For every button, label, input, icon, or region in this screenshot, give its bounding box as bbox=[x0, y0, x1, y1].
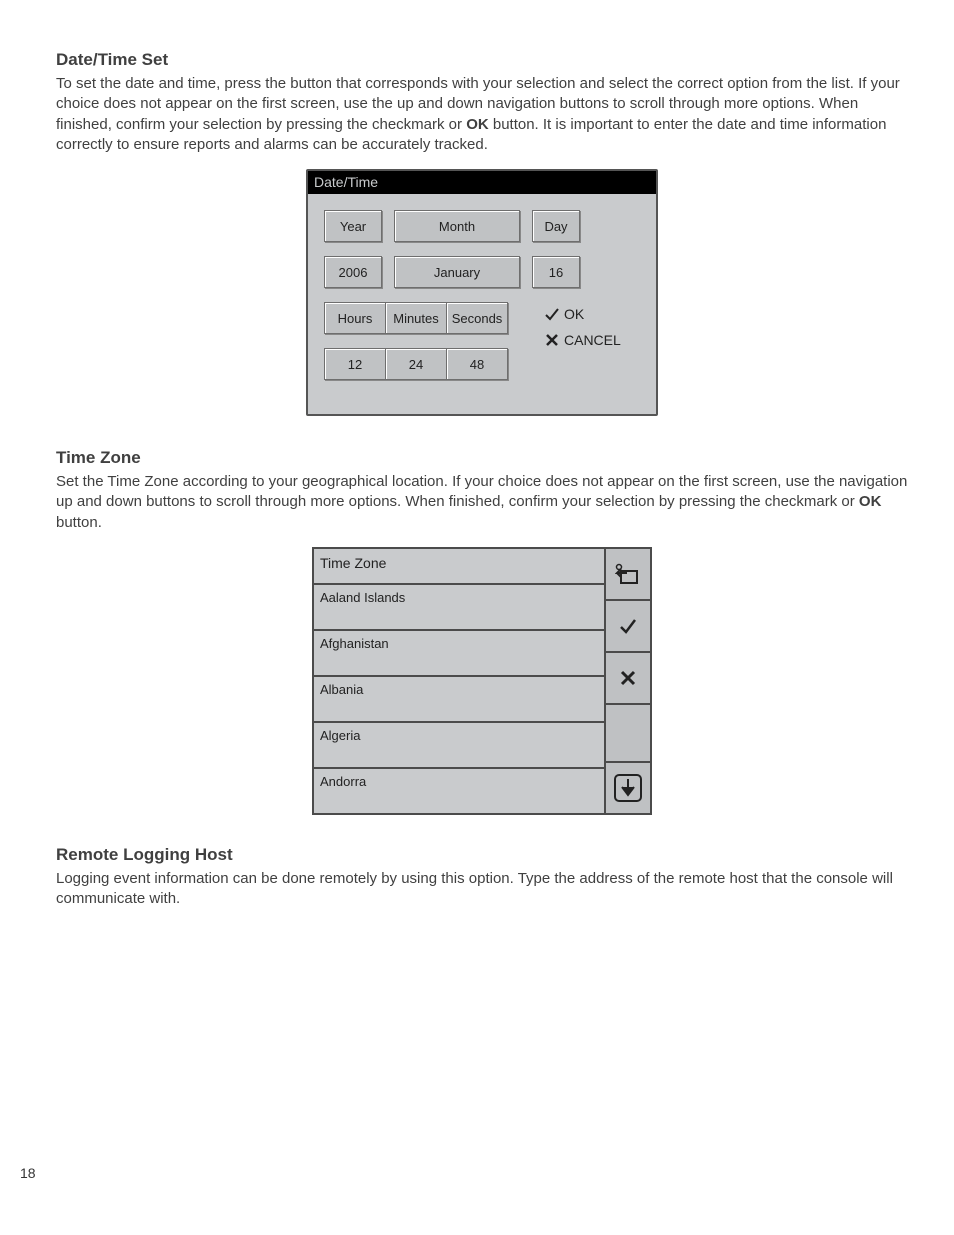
hours-value[interactable]: 12 bbox=[324, 348, 386, 380]
checkmark-icon bbox=[544, 306, 560, 322]
datetime-para-bold: OK bbox=[466, 116, 489, 133]
arrow-down-icon bbox=[613, 773, 643, 803]
timezone-heading: Time Zone bbox=[56, 448, 908, 468]
back-button[interactable] bbox=[606, 549, 650, 601]
timezone-item[interactable]: Algeria bbox=[314, 721, 604, 767]
timezone-item[interactable]: Afghanistan bbox=[314, 629, 604, 675]
timezone-item[interactable]: Andorra bbox=[314, 767, 604, 813]
timezone-para-bold: OK bbox=[859, 493, 882, 510]
timezone-list: Time Zone Aaland Islands Afghanistan Alb… bbox=[312, 547, 604, 815]
back-icon bbox=[615, 563, 641, 585]
day-value[interactable]: 16 bbox=[532, 256, 580, 288]
checkmark-icon bbox=[618, 616, 638, 636]
x-icon bbox=[618, 668, 638, 688]
timezone-side-spacer bbox=[606, 705, 650, 763]
remote-heading: Remote Logging Host bbox=[56, 845, 908, 865]
timezone-panel: Time Zone Aaland Islands Afghanistan Alb… bbox=[312, 547, 652, 815]
cancel-button[interactable] bbox=[606, 653, 650, 705]
hours-header[interactable]: Hours bbox=[324, 302, 386, 334]
seconds-header[interactable]: Seconds bbox=[447, 302, 508, 334]
timezone-para-post: button. bbox=[56, 514, 102, 531]
ok-button[interactable]: OK bbox=[544, 306, 621, 322]
datetime-paragraph: To set the date and time, press the butt… bbox=[56, 74, 908, 155]
page-number: 18 bbox=[20, 1165, 36, 1181]
x-icon bbox=[544, 332, 560, 348]
day-header[interactable]: Day bbox=[532, 210, 580, 242]
timezone-side-buttons bbox=[604, 547, 652, 815]
timezone-para-pre: Set the Time Zone according to your geog… bbox=[56, 473, 907, 510]
month-value[interactable]: January bbox=[394, 256, 520, 288]
minutes-value[interactable]: 24 bbox=[386, 348, 447, 380]
timezone-item[interactable]: Albania bbox=[314, 675, 604, 721]
confirm-button[interactable] bbox=[606, 601, 650, 653]
minutes-header[interactable]: Minutes bbox=[386, 302, 447, 334]
cancel-button[interactable]: CANCEL bbox=[544, 332, 621, 348]
datetime-panel-title: Date/Time bbox=[308, 171, 656, 194]
remote-paragraph: Logging event information can be done re… bbox=[56, 869, 908, 910]
datetime-panel: Date/Time Year 2006 Month January Day 16 bbox=[306, 169, 658, 416]
timezone-panel-title: Time Zone bbox=[314, 549, 604, 583]
scroll-down-button[interactable] bbox=[606, 763, 650, 813]
year-value[interactable]: 2006 bbox=[324, 256, 382, 288]
datetime-heading: Date/Time Set bbox=[56, 50, 908, 70]
timezone-paragraph: Set the Time Zone according to your geog… bbox=[56, 472, 908, 533]
cancel-label: CANCEL bbox=[564, 332, 621, 348]
ok-label: OK bbox=[564, 306, 584, 322]
month-header[interactable]: Month bbox=[394, 210, 520, 242]
timezone-item[interactable]: Aaland Islands bbox=[314, 583, 604, 629]
year-header[interactable]: Year bbox=[324, 210, 382, 242]
seconds-value[interactable]: 48 bbox=[447, 348, 508, 380]
